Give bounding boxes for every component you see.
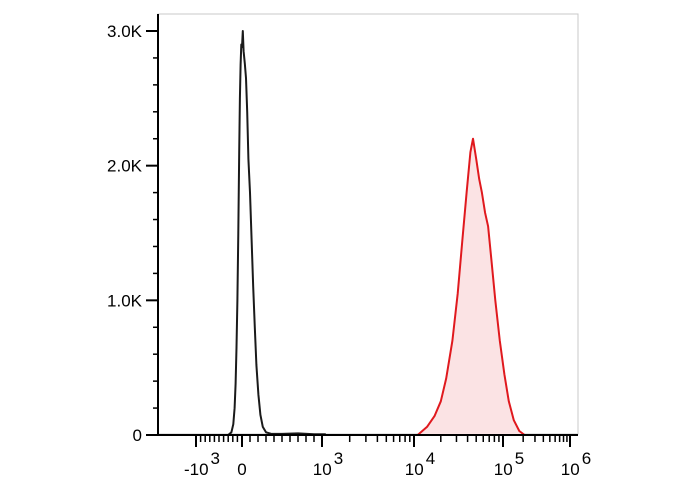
series-1-line (417, 137, 526, 436)
x-tick-label: 0 (237, 460, 246, 479)
y-tick-label: 1.0K (107, 291, 143, 310)
series-0-line (227, 30, 326, 436)
plot-frame (157, 13, 579, 435)
y-tick-label: 0 (133, 426, 142, 445)
y-ticks: 0 1.0K 2.0K 3.0K (107, 22, 158, 445)
y-tick-label: 3.0K (107, 22, 143, 41)
x-tick-label: 104 (405, 449, 435, 479)
series-layer (227, 30, 526, 436)
series-1-fill (417, 138, 525, 435)
y-tick-label: 2.0K (107, 157, 143, 176)
x-tick-label: 106 (561, 449, 591, 479)
x-tick-label: -103 (184, 449, 220, 479)
x-tick-label: 103 (313, 449, 343, 479)
x-tick-label: 105 (494, 449, 524, 479)
x-ticks: -103 0 103 104 105 106 (184, 435, 591, 479)
